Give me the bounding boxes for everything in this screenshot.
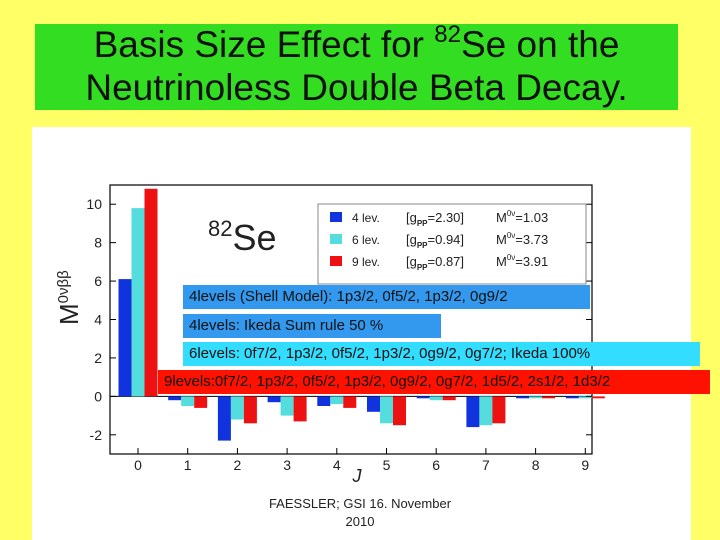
bar-6lev-j9 (578, 396, 592, 399)
bar-9lev-j7 (492, 396, 506, 424)
bar-6lev-j7 (479, 396, 493, 426)
y-tick-label: -2 (90, 427, 103, 443)
note-4levels-ikeda: 4levels: Ikeda Sum rule 50 % (183, 314, 441, 338)
bar-4lev-j1 (168, 396, 182, 401)
x-tick-label: 7 (482, 457, 490, 473)
x-tick-label: 1 (184, 457, 192, 473)
x-tick-label: 9 (581, 457, 589, 473)
x-tick-label: 3 (283, 457, 291, 473)
bar-6lev-j0 (131, 208, 145, 397)
bar-9lev-j5 (393, 396, 406, 426)
x-axis-label: J (352, 466, 363, 486)
y-axis-label: M0νββ (54, 270, 84, 325)
legend-box (317, 203, 587, 285)
title-suffix: Se on the (460, 24, 620, 65)
note-6levels: 6levels: 0f7/2, 1p3/2, 0f5/2, 1p3/2, 0g9… (183, 342, 700, 366)
y-axis-label-main: M (54, 303, 84, 325)
y-axis-label-sup: 0νββ (55, 270, 72, 303)
bar-9lev-j3 (293, 396, 307, 422)
bar-4lev-j7 (466, 396, 480, 428)
bar-6lev-j4 (330, 396, 344, 405)
legend-gpp: [gPP=0.87] (406, 254, 464, 272)
x-tick-label: 4 (333, 457, 341, 473)
footer-line-1: FAESSLER; GSI 16. November (268, 496, 452, 511)
legend-gpp: [gPP=0.94] (406, 232, 464, 250)
x-tick-label: 5 (383, 457, 391, 473)
bar-4lev-j3 (267, 396, 281, 403)
x-tick-label: 2 (234, 457, 242, 473)
nucleus-mass: 82 (208, 216, 232, 241)
bar-6lev-j2 (230, 396, 244, 420)
bar-4lev-j6 (416, 396, 430, 399)
legend: 4 lev. [gPP=2.30] M0ν=1.03 6 lev. [gPP=0.94]… (317, 203, 587, 285)
legend-gpp: [gPP=2.30] (406, 210, 464, 228)
y-ticks-group: -2 0 2 4 6 8 10 (86, 196, 592, 443)
y-tick-label: 4 (94, 312, 102, 328)
legend-m-value: M0ν=3.73 (496, 231, 548, 247)
footer-line-2: 2010 (345, 514, 375, 529)
legend-m-value: M0ν=3.91 (496, 253, 548, 269)
nucleus-symbol: Se (232, 217, 276, 258)
x-tick-label: 6 (432, 457, 440, 473)
bar-9lev-j8 (542, 396, 556, 399)
bar-9lev-j9 (591, 396, 605, 399)
bar-4lev-j0 (118, 279, 132, 397)
bar-9lev-j2 (243, 396, 257, 424)
bar-9lev-j1 (194, 396, 208, 408)
bar-6lev-j8 (529, 396, 543, 399)
bar-4lev-j4 (317, 396, 331, 406)
y-tick-label: 0 (94, 388, 102, 404)
bar-6lev-j3 (280, 396, 294, 416)
y-tick-label: 10 (86, 196, 102, 212)
footer: FAESSLER; GSI 16. November 2010 (255, 495, 465, 531)
legend-swatch (330, 256, 342, 266)
note-9levels: 9levels:0f7/2, 1p3/2, 0f5/2, 1p3/2, 0g9/… (158, 370, 710, 394)
legend-swatch (330, 234, 342, 244)
bar-4lev-j5 (367, 396, 380, 412)
legend-series-name: 6 lev. (352, 233, 380, 247)
bar-4lev-j2 (217, 396, 231, 441)
x-tick-label: 8 (532, 457, 540, 473)
title-prefix: Basis Size Effect for (93, 24, 435, 65)
slide-title-line-1: Basis Size Effect for 82Se on the (35, 21, 678, 66)
title-box: Basis Size Effect for 82Se on the Neutri… (35, 21, 678, 110)
y-tick-label: 8 (94, 235, 102, 251)
legend-m-value: M0ν=1.03 (496, 209, 548, 225)
note-4levels-shell-model: 4levels (Shell Model): 1p3/2, 0f5/2, 1p3… (183, 285, 590, 309)
bar-6lev-j5 (380, 396, 393, 424)
slide-title-line-2: Neutrinoless Double Beta Decay. (85, 67, 628, 108)
bar-6lev-j1 (181, 396, 195, 406)
title-superscript: 82 (434, 21, 461, 48)
bars-group (118, 188, 605, 441)
bar-4lev-j8 (516, 396, 530, 399)
bar-4lev-j9 (565, 396, 579, 399)
y-tick-label: 2 (94, 350, 102, 366)
legend-series-name: 4 lev. (352, 211, 380, 225)
y-tick-label: 6 (94, 273, 102, 289)
legend-swatch (330, 212, 342, 222)
bar-9lev-j0 (144, 188, 158, 397)
x-ticks-group: 0 1 2 3 4 5 6 7 8 9 (134, 448, 589, 473)
legend-series-name: 9 lev. (352, 255, 380, 269)
bar-6lev-j6 (429, 396, 443, 401)
nucleus-label: 82Se (208, 216, 277, 258)
x-tick-label: 0 (134, 457, 142, 473)
bar-9lev-j4 (343, 396, 357, 408)
bar-9lev-j6 (442, 396, 456, 401)
